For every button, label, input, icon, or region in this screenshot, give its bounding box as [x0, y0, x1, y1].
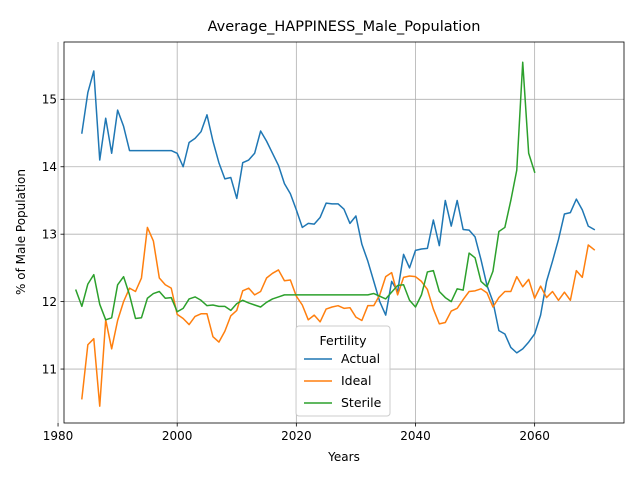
- legend-title: Fertility: [320, 333, 368, 348]
- x-tick-label: 2000: [162, 429, 193, 443]
- y-tick-label: 12: [42, 295, 57, 309]
- legend-box: [295, 325, 391, 417]
- y-tick-label: 14: [42, 160, 57, 174]
- y-tick-label: 15: [42, 93, 57, 107]
- series-line-actual: [81, 70, 596, 354]
- y-tick-label: 11: [42, 362, 57, 376]
- y-axis-label: % of Male Population: [14, 169, 28, 295]
- legend-label-actual: Actual: [341, 351, 380, 366]
- series-line-sterile: [74, 61, 536, 321]
- x-tick-label: 2040: [400, 429, 431, 443]
- plot-frame: [63, 41, 625, 424]
- chart-title: Average_HAPPINESS_Male_Population: [208, 19, 481, 35]
- x-axis-label: Years: [327, 450, 360, 464]
- y-tick-label: 13: [42, 227, 57, 241]
- legend: Fertility Actual Ideal Sterile: [295, 325, 391, 417]
- x-tick-label: 2020: [281, 429, 312, 443]
- axis-ticks: 1980 2000 2020 2040 2060 11 12 13 14 15: [42, 93, 550, 443]
- series-line-ideal: [81, 226, 596, 407]
- legend-label-sterile: Sterile: [341, 395, 382, 410]
- series-lines: [74, 61, 596, 407]
- x-tick-label: 1980: [43, 429, 74, 443]
- legend-label-ideal: Ideal: [341, 373, 371, 388]
- x-tick-label: 2060: [519, 429, 550, 443]
